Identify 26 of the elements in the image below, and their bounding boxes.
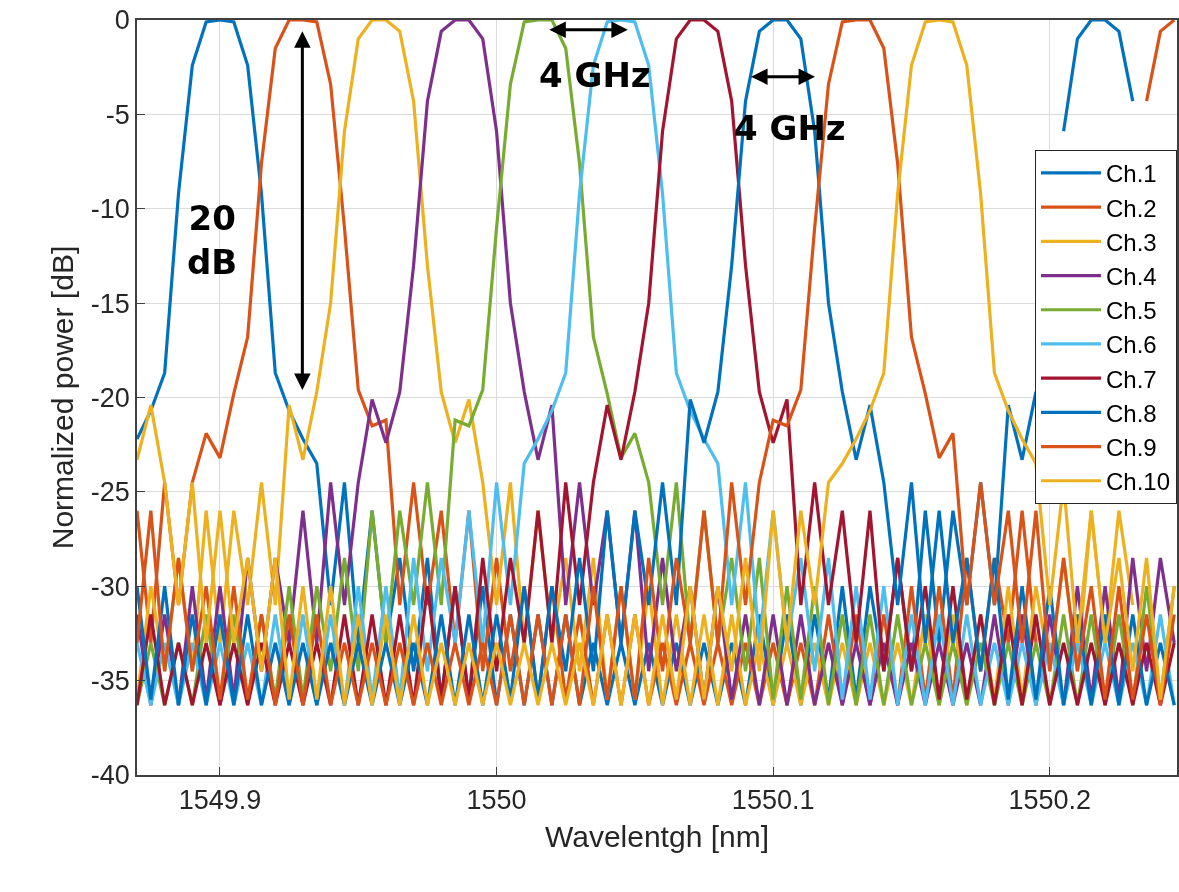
legend-label: Ch.6	[1106, 331, 1157, 359]
y-tick-label: -35	[90, 666, 130, 697]
y-tick-label: 0	[114, 5, 130, 36]
x-axis-title: Wavelentgh [nm]	[545, 820, 769, 854]
y-tick-label: -40	[90, 760, 130, 791]
legend-label: Ch.9	[1106, 433, 1157, 461]
x-tick-label: 1550.2	[1008, 785, 1092, 816]
y-tick-label: -5	[105, 99, 130, 130]
legend-label: Ch.10	[1106, 468, 1171, 496]
y-tick-label: -10	[90, 194, 130, 225]
legend-label: Ch.8	[1106, 399, 1157, 427]
y-tick-label: -15	[90, 288, 130, 319]
y-tick-label: -20	[90, 382, 130, 413]
legend-label: Ch.1	[1106, 160, 1157, 188]
y-tick-label: -25	[90, 477, 130, 508]
annotation: 20 dB	[187, 198, 238, 283]
legend-label: Ch.7	[1106, 365, 1157, 393]
x-tick-label: 1550.1	[731, 785, 815, 816]
y-tick-label: -30	[90, 571, 130, 602]
legend-label: Ch.4	[1106, 262, 1157, 290]
legend-label: Ch.2	[1106, 194, 1157, 222]
x-tick-label: 1550	[466, 785, 527, 816]
legend-label: Ch.3	[1106, 228, 1157, 256]
y-axis-title: Normalized power [dB]	[46, 245, 80, 550]
legend-label: Ch.5	[1106, 297, 1157, 325]
x-tick-label: 1549.9	[178, 785, 262, 816]
